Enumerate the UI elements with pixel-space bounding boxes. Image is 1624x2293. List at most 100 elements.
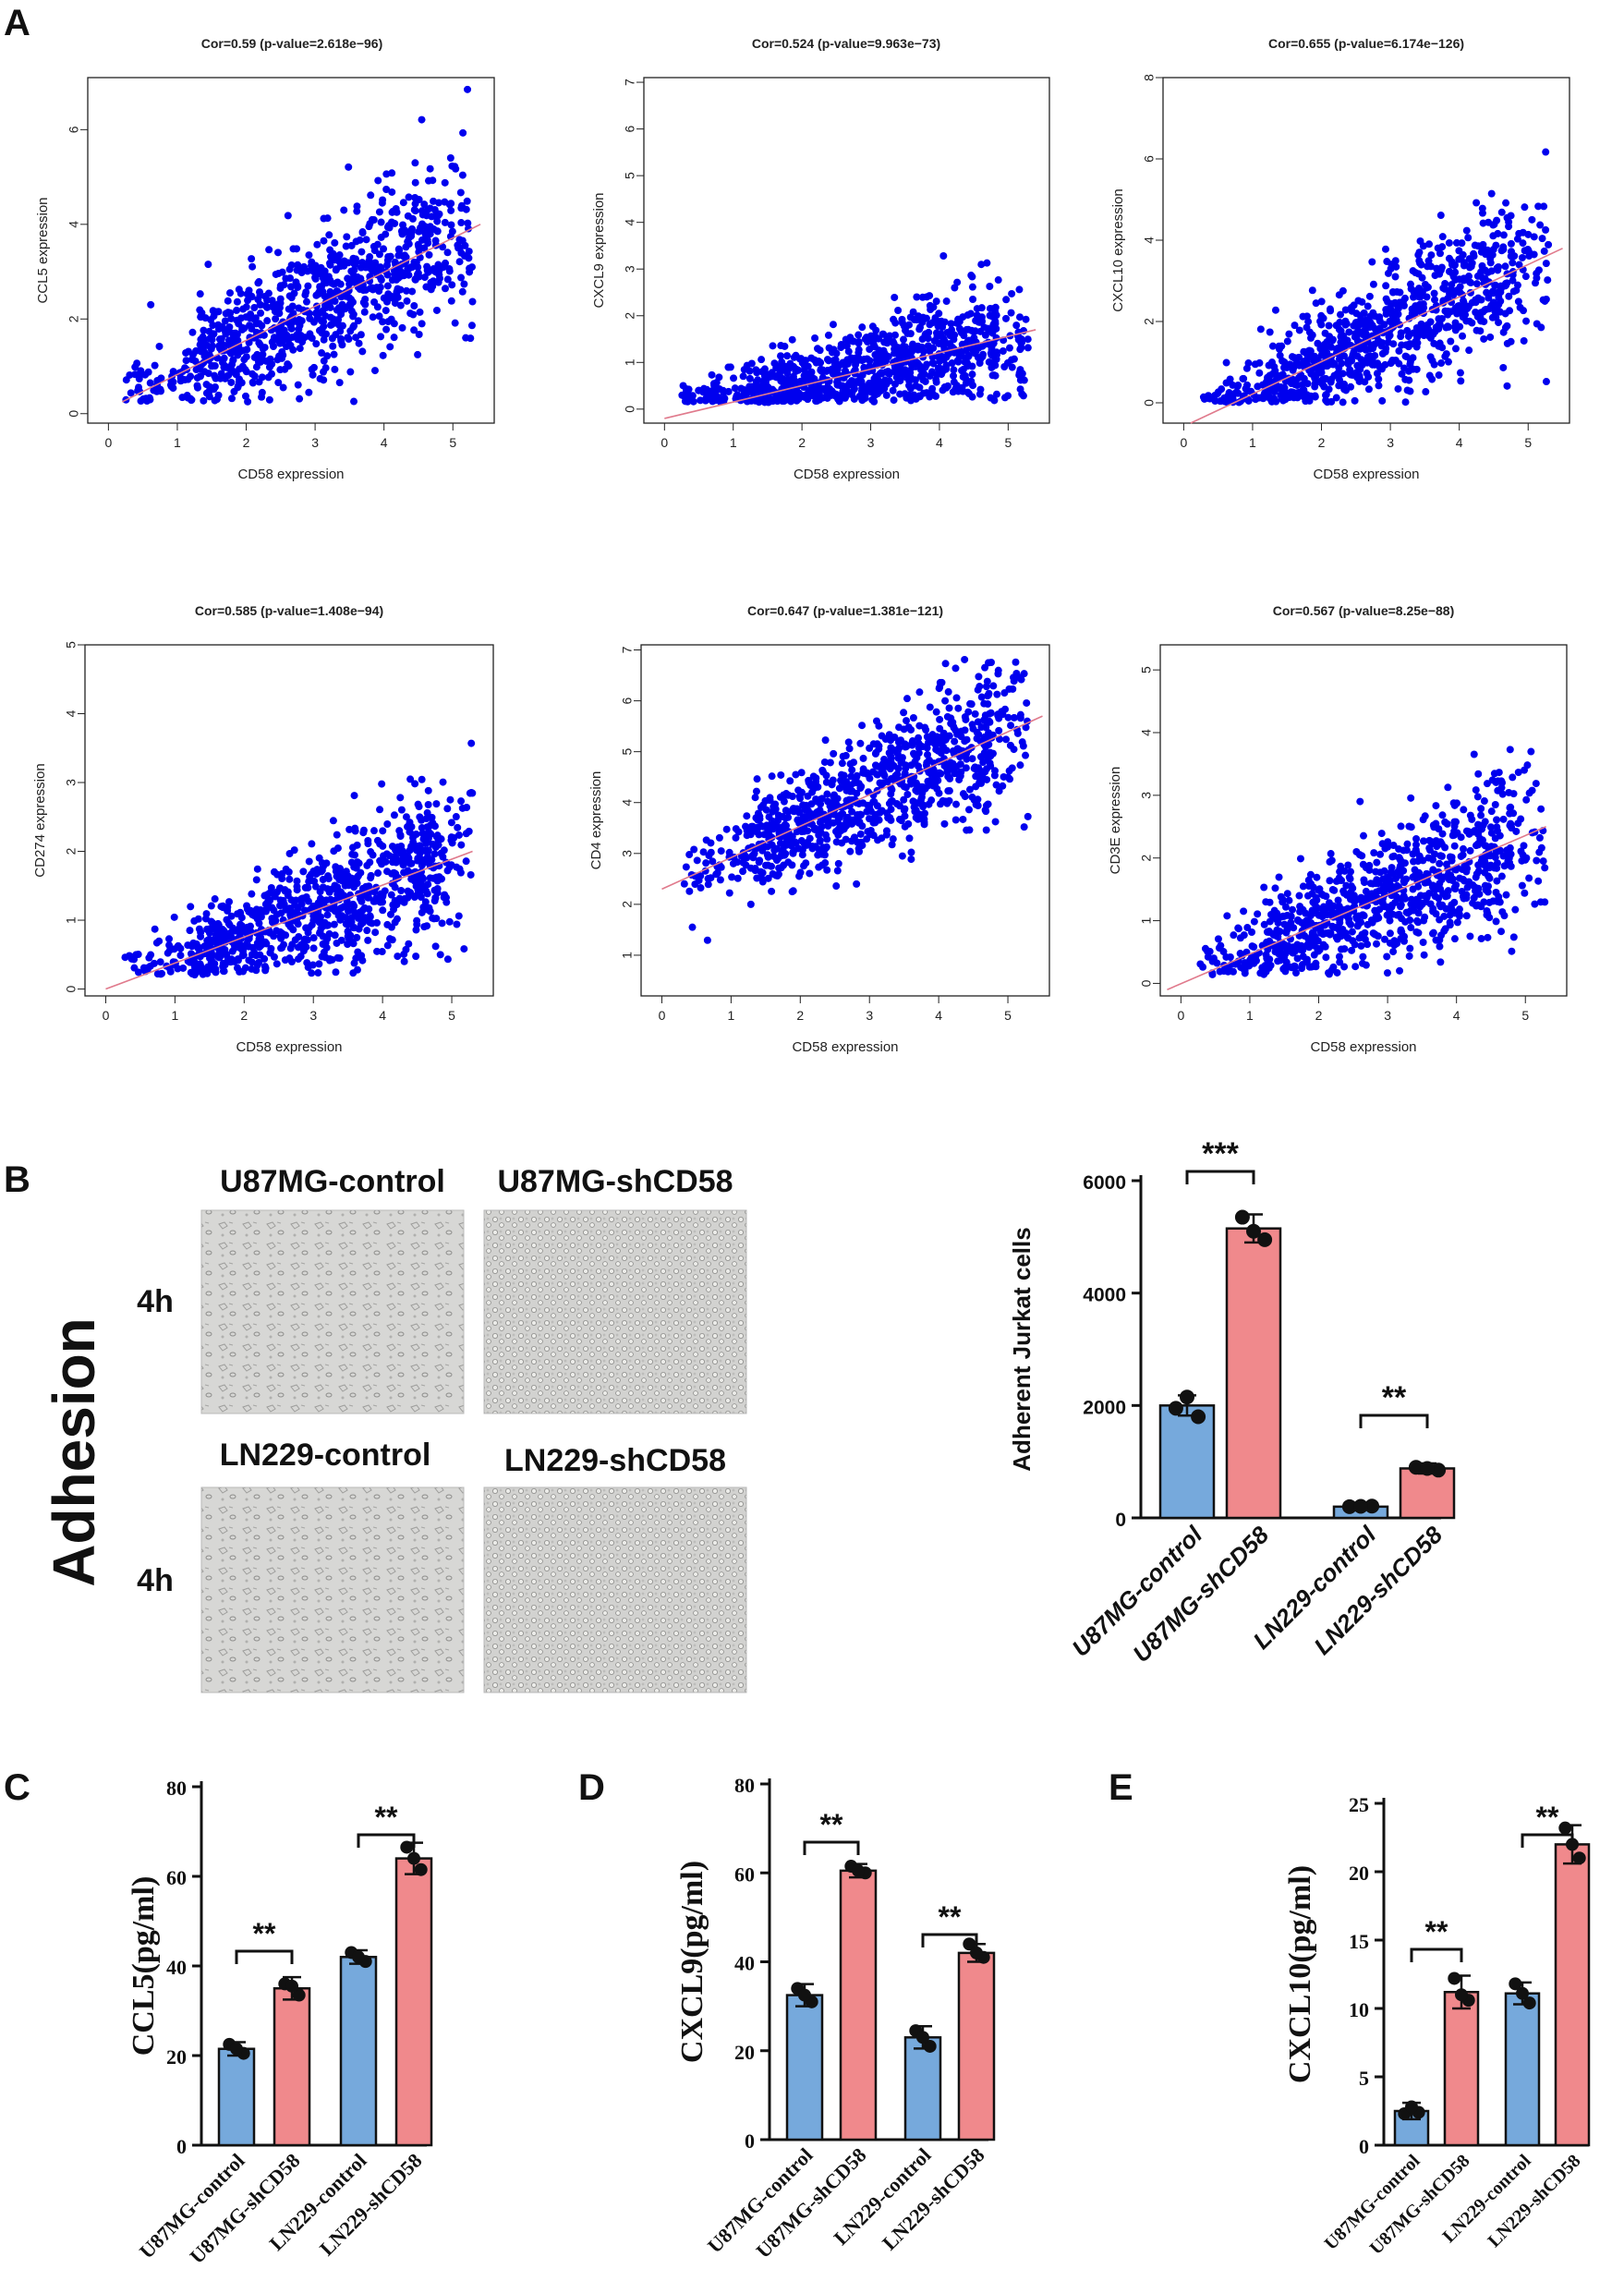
y-tick-label: 6	[1142, 155, 1157, 163]
scatter-point	[976, 327, 985, 335]
scatter-point	[1371, 360, 1379, 369]
scatter-point	[1290, 364, 1298, 372]
scatter-point	[1335, 291, 1343, 299]
scatter-point	[447, 836, 455, 844]
scatter-point	[715, 373, 723, 382]
scatter-point	[715, 833, 723, 842]
scatter-point	[353, 202, 361, 211]
scatter-point	[830, 791, 839, 799]
scatter-point	[1430, 289, 1438, 297]
scatter-point	[322, 943, 331, 952]
scatter-point	[1005, 767, 1013, 775]
scatter-point	[1533, 320, 1541, 328]
scatter-point	[846, 847, 854, 855]
scatter-point	[823, 866, 831, 874]
scatter-point	[188, 940, 197, 949]
scatter-point	[302, 297, 310, 306]
scatter-point	[371, 928, 380, 937]
scatter-point	[445, 863, 454, 871]
scatter-point	[956, 760, 964, 769]
scatter-point	[833, 378, 842, 386]
scatter-point	[288, 302, 297, 310]
scatter-point	[860, 355, 868, 363]
scatter-point	[854, 780, 863, 788]
scatter-point	[751, 867, 759, 875]
scatter-point	[910, 751, 918, 759]
regression-line	[1190, 248, 1563, 424]
scatter-point	[424, 800, 432, 808]
scatter-point	[980, 699, 988, 708]
scatter-point	[798, 851, 806, 859]
scatter-point	[357, 331, 365, 339]
scatter-point	[273, 249, 282, 257]
scatter-point	[430, 197, 438, 205]
scatter-point	[879, 330, 887, 338]
x-tick-label: 1	[1249, 435, 1256, 450]
scatter-point	[1016, 714, 1024, 722]
scatter-point	[932, 297, 940, 306]
scatter-point	[232, 335, 240, 344]
scatter-point	[208, 362, 216, 370]
scatter-point	[1441, 352, 1449, 360]
scatter-point	[709, 857, 717, 866]
scatter-point	[806, 869, 814, 878]
scatter-point	[866, 357, 874, 365]
scatter-point	[1024, 335, 1032, 344]
scatter-point	[1542, 148, 1550, 156]
scatter-point	[274, 379, 283, 387]
scatter-point	[272, 315, 280, 323]
scatter-point	[1474, 770, 1483, 778]
scatter-point	[144, 368, 152, 376]
scatter-point	[1377, 830, 1386, 838]
scatter-point	[350, 862, 358, 870]
scatter-point	[831, 356, 840, 364]
scatter-point	[431, 893, 440, 902]
scatter-point	[315, 326, 323, 334]
scatter-point	[281, 887, 289, 895]
scatter-point	[426, 164, 434, 173]
scatter-point	[1268, 358, 1277, 367]
scatter-point	[332, 863, 340, 871]
scatter-point	[392, 855, 400, 864]
scatter-point	[394, 245, 403, 253]
scatter-point	[1341, 306, 1350, 314]
scatter-point	[1348, 307, 1356, 315]
scatter-point	[708, 370, 716, 379]
scatter-point	[1465, 346, 1473, 355]
scatter-point	[904, 819, 913, 828]
scatter-point	[388, 188, 396, 196]
scatter-point	[280, 281, 288, 289]
scatter-point	[246, 322, 254, 330]
scatter-point	[788, 861, 796, 869]
scatter-point	[1515, 261, 1523, 269]
scatter-point	[1406, 280, 1414, 288]
scatter-point	[407, 875, 416, 883]
scatter-point	[130, 964, 139, 972]
scatter-point	[1499, 243, 1508, 251]
scatter-point	[202, 381, 211, 389]
scatter-point	[1375, 375, 1383, 383]
scatter-point	[238, 323, 247, 332]
scatter-point	[922, 726, 930, 734]
scatter-point	[989, 682, 998, 690]
scatter-point	[774, 823, 782, 831]
scatter-point	[707, 848, 715, 856]
scatter-point	[1226, 375, 1234, 383]
y-tick-label: 7	[620, 646, 635, 653]
scatter-point	[969, 382, 977, 390]
scatter-point	[364, 936, 372, 944]
panel-a-scatter-grid: Cor=0.59 (p-value=2.618e−96)0 1 2 3 4 50246CD…	[32, 36, 1570, 1055]
scatter-point	[826, 385, 834, 394]
scatter-point	[813, 807, 821, 816]
scatter-point	[942, 361, 951, 370]
scatter-point	[1386, 929, 1394, 938]
scatter-point	[902, 743, 910, 751]
scatter-point	[268, 297, 276, 305]
x-tick-label: 2	[243, 435, 250, 450]
scatter-point	[1369, 280, 1377, 288]
scatter-point	[420, 846, 429, 855]
scatter-point	[900, 335, 908, 344]
scatter-point	[423, 262, 431, 271]
scatter-point	[702, 859, 710, 867]
scatter-point	[284, 212, 292, 220]
